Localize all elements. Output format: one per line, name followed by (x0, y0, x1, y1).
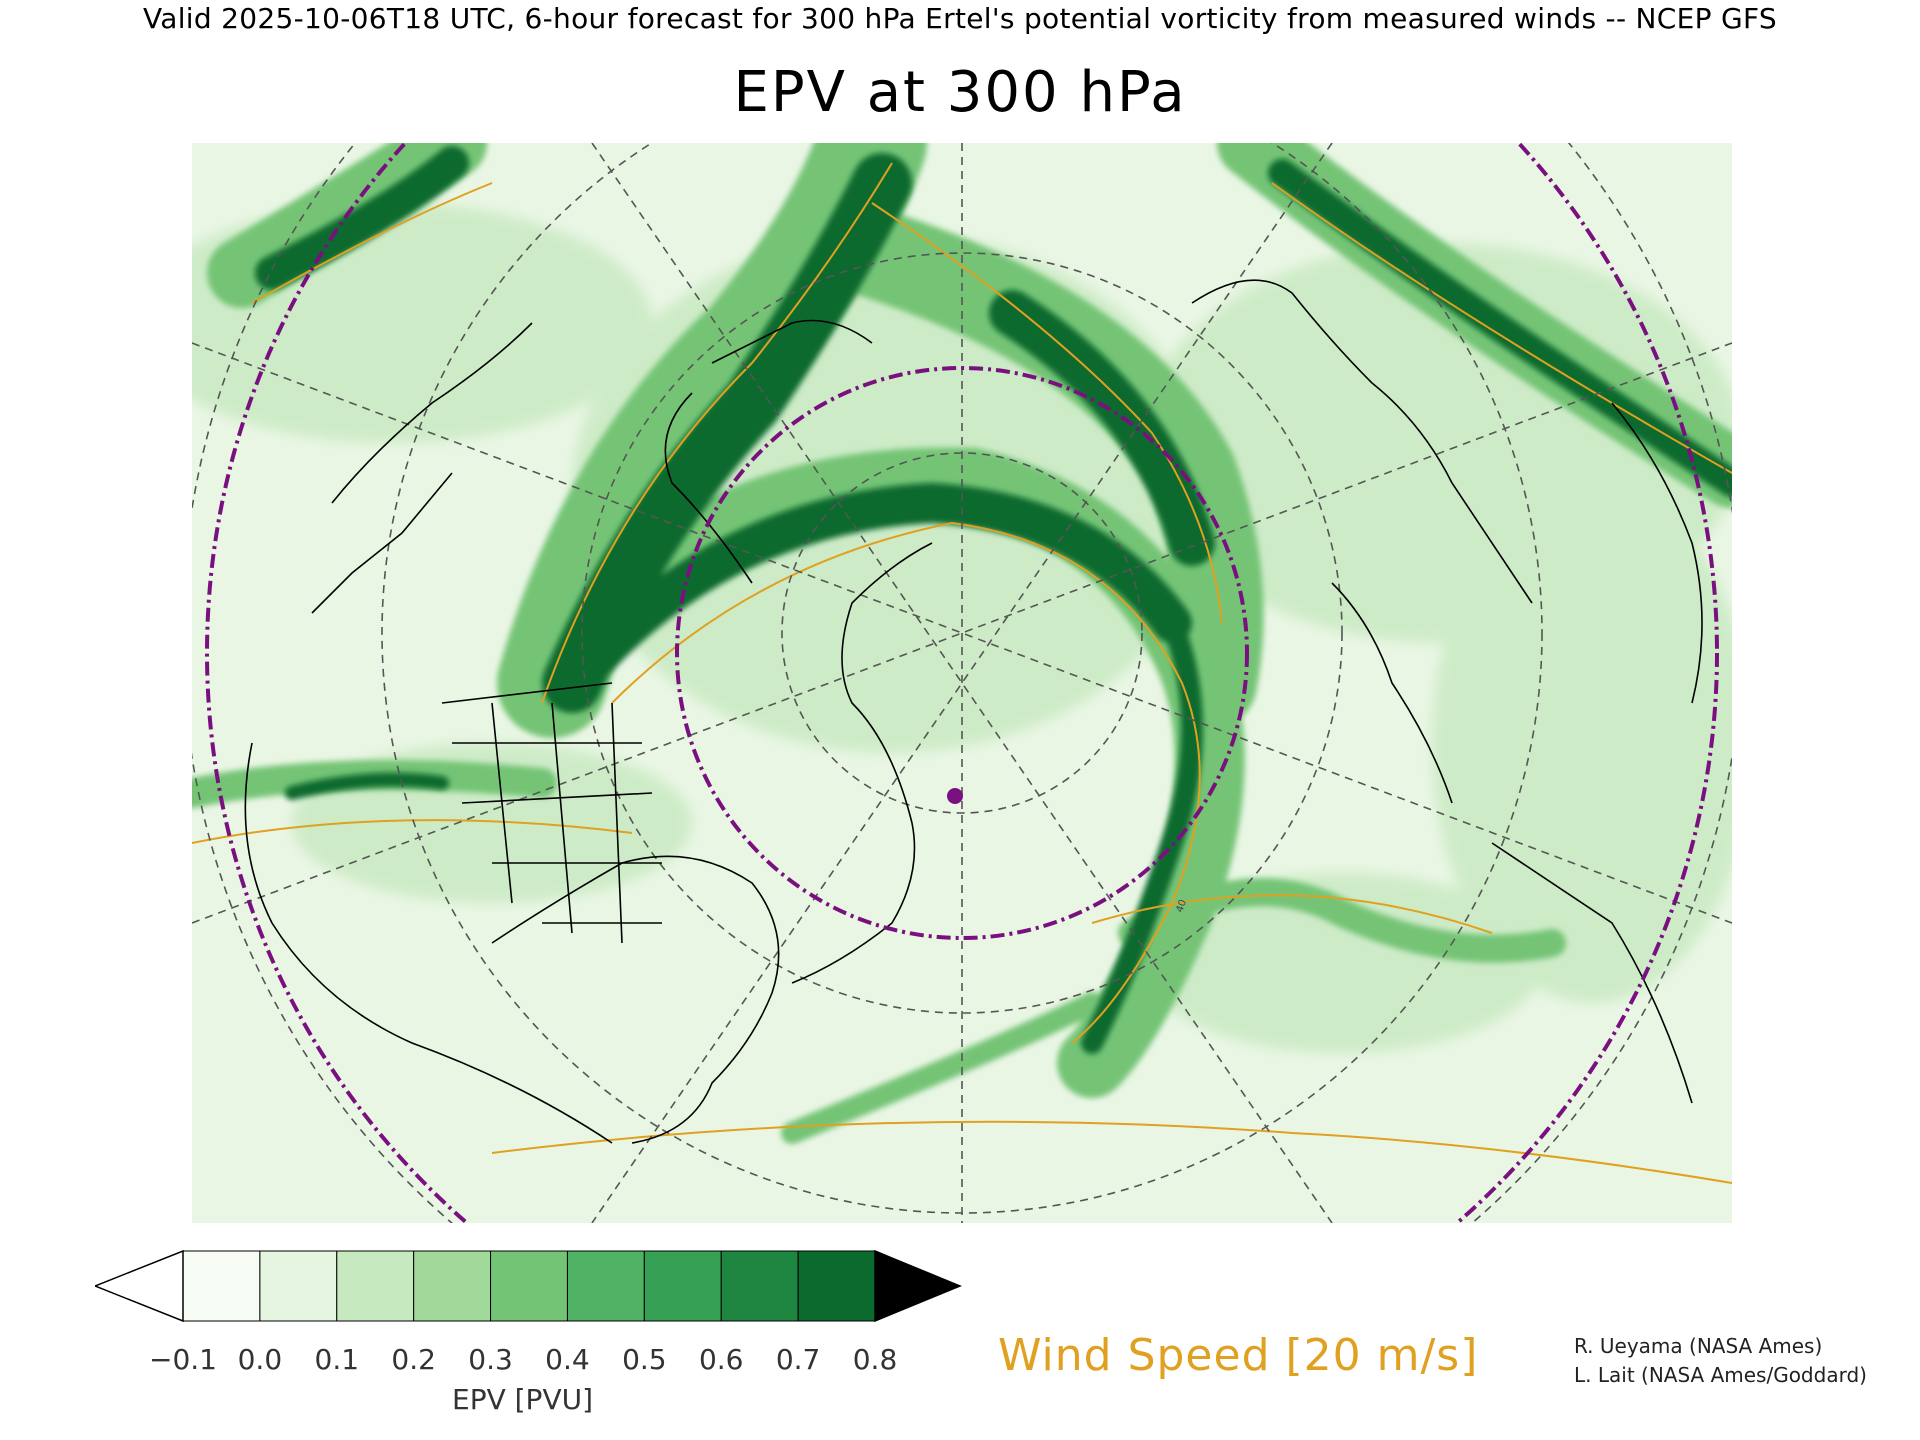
graticule (192, 143, 1732, 1223)
center-marker (947, 788, 963, 804)
map-title: EPV at 300 hPa (733, 60, 1187, 125)
colorbar-cell (720, 1250, 799, 1322)
colorbar-cell (336, 1250, 415, 1322)
credit-line-1: R. Ueyama (NASA Ames) (1574, 1334, 1823, 1358)
colorbar-tick-label: 0.4 (545, 1343, 590, 1376)
header-valid-line: Valid 2025-10-06T18 UTC, 6-hour forecast… (142, 2, 1777, 35)
colorbar-tick-label: 0.3 (468, 1343, 513, 1376)
colorbar-tick-label: 0.2 (391, 1343, 436, 1376)
inner-highlight-circle (675, 366, 1249, 940)
coastlines (244, 279, 1703, 1144)
colorbar-cell (797, 1250, 876, 1322)
wind-speed-legend: Wind Speed [20 m/s] (998, 1330, 1479, 1381)
colorbar-under-arrow (95, 1250, 184, 1323)
colorbar-cell (490, 1250, 568, 1322)
colorbar-cell (643, 1250, 722, 1322)
wind-speed-contours (192, 162, 1732, 1184)
epv-map: 40 (192, 143, 1732, 1223)
colorbar-tick-label: 0.8 (852, 1343, 898, 1376)
wind-contour-label: 40 (1174, 898, 1189, 914)
colorbar-label: EPV [PVU] (452, 1383, 594, 1416)
outer-highlight-circle (205, 143, 1719, 1223)
colorbar-over-arrow (874, 1250, 962, 1323)
colorbar-tick-label: 0.5 (622, 1343, 667, 1376)
colorbar-tick-label: 0.6 (698, 1343, 744, 1376)
colorbar-cell (259, 1250, 338, 1322)
colorbar-cell (413, 1250, 492, 1322)
highlight-circles (205, 143, 1719, 1223)
colorbar-cell (566, 1250, 645, 1322)
colorbar-tick-label: −0.1 (149, 1343, 217, 1376)
colorbar-tick-label: 0.1 (314, 1343, 360, 1376)
colorbar-tick-label: 0.0 (237, 1343, 283, 1376)
epv-colorbar (95, 1250, 962, 1323)
credit-line-2: L. Lait (NASA Ames/Goddard) (1574, 1363, 1867, 1387)
colorbar-cell (182, 1250, 261, 1322)
colorbar-tick-label: 0.7 (775, 1343, 821, 1376)
